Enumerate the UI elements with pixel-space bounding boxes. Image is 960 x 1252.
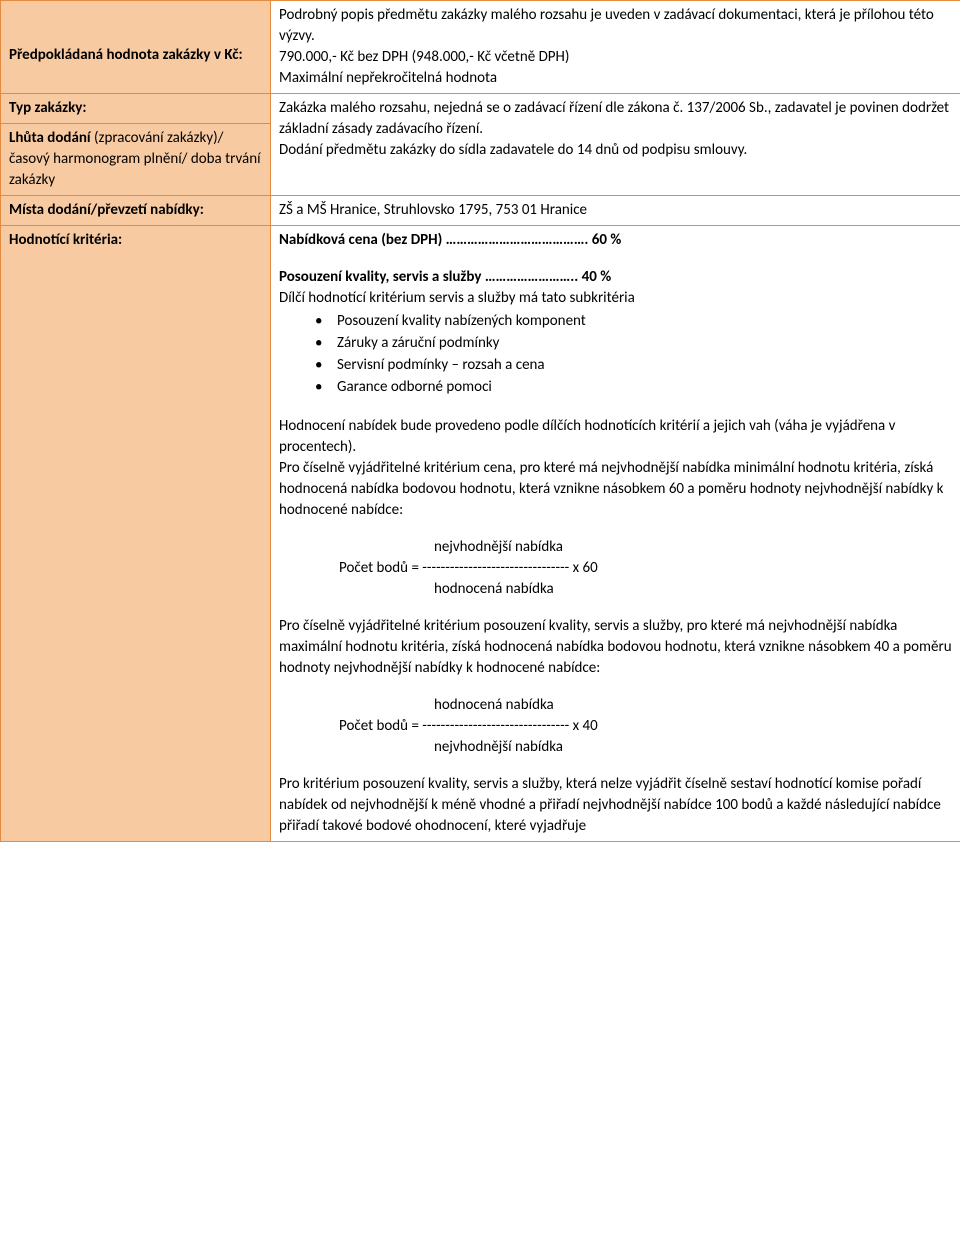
table-row: Hodnotící kritéria: Nabídková cena (bez … (1, 226, 960, 842)
label-text: Hodnotící kritéria: (9, 231, 122, 249)
spacer (279, 758, 952, 774)
list-item: Záruky a záruční podmínky (315, 333, 952, 354)
label-text: Místa dodání/převzetí nabídky: (9, 201, 204, 219)
formula-block: nejvhodnější nabídka Počet bodů = ------… (279, 537, 952, 600)
spacer (279, 251, 952, 267)
paragraph: Pro kritérium posouzení kvality, servis … (279, 774, 952, 837)
formula-denominator: nejvhodnější nabídka (339, 737, 952, 758)
spacer (279, 600, 952, 616)
criterion-line: Nabídková cena (bez DPH) …………………………………. … (279, 230, 952, 251)
paragraph: Hodnocení nabídek bude provedeno podle d… (279, 416, 952, 458)
paragraph: Dodání předmětu zakázky do sídla zadavat… (279, 140, 952, 161)
list-item: Servisní podmínky – rozsah a cena (315, 355, 952, 376)
row-content-type-and-delivery: Zakázka malého rozsahu, nejedná se o zad… (271, 94, 960, 196)
formula-numerator: nejvhodnější nabídka (339, 537, 952, 558)
label-text: Typ zakázky: (9, 99, 87, 117)
row-label-contract-type: Typ zakázky: (1, 94, 271, 124)
paragraph: Pro číselně vyjádřitelné kritérium cena,… (279, 458, 952, 521)
table-row: Místa dodání/převzetí nabídky: ZŠ a MŠ H… (1, 196, 960, 226)
row-content-delivery-place: ZŠ a MŠ Hranice, Struhlovsko 1795, 753 0… (271, 196, 960, 226)
paragraph: Maximální nepřekročitelná hodnota (279, 68, 952, 89)
formula-numerator: hodnocená nabídka (339, 695, 952, 716)
subcriteria-intro: Dílčí hodnotící kritérium servis a služb… (279, 288, 952, 309)
label-text: Předpokládaná hodnota zakázky v Kč: (9, 46, 243, 64)
table-row: Typ zakázky: Zakázka malého rozsahu, nej… (1, 94, 960, 124)
row-content-expected-value: Podrobný popis předmětu zakázky malého r… (271, 1, 960, 94)
spacer (279, 521, 952, 537)
spacer (279, 679, 952, 695)
formula-block: hodnocená nabídka Počet bodů = ---------… (279, 695, 952, 758)
formula-denominator: hodnocená nabídka (339, 579, 952, 600)
paragraph: ZŠ a MŠ Hranice, Struhlovsko 1795, 753 0… (279, 200, 952, 221)
subcriteria-list: Posouzení kvality nabízených komponent Z… (279, 311, 952, 398)
paragraph: Podrobný popis předmětu zakázky malého r… (279, 5, 952, 47)
paragraph: Pro číselně vyjádřitelné kritérium posou… (279, 616, 952, 679)
formula-fraction-line: Počet bodů = ---------------------------… (339, 716, 952, 737)
formula-fraction-line: Počet bodů = ---------------------------… (339, 558, 952, 579)
row-label-expected-value: Předpokládaná hodnota zakázky v Kč: (1, 1, 271, 94)
criterion-line: Posouzení kvality, servis a služby ……………… (279, 267, 952, 288)
row-label-evaluation-criteria: Hodnotící kritéria: (1, 226, 271, 842)
spacer (279, 400, 952, 416)
row-content-evaluation-criteria: Nabídková cena (bez DPH) …………………………………. … (271, 226, 960, 842)
label-bold-part: Lhůta dodání (9, 129, 91, 147)
paragraph: 790.000,- Kč bez DPH (948.000,- Kč včetn… (279, 47, 952, 68)
document-table: Předpokládaná hodnota zakázky v Kč: Podr… (0, 0, 960, 842)
table-row: Předpokládaná hodnota zakázky v Kč: Podr… (1, 1, 960, 94)
paragraph: Zakázka malého rozsahu, nejedná se o zad… (279, 98, 952, 140)
list-item: Posouzení kvality nabízených komponent (315, 311, 952, 332)
row-label-delivery-time: Lhůta dodání (zpracování zakázky)/ časov… (1, 124, 271, 196)
row-label-delivery-place: Místa dodání/převzetí nabídky: (1, 196, 271, 226)
list-item: Garance odborné pomoci (315, 377, 952, 398)
